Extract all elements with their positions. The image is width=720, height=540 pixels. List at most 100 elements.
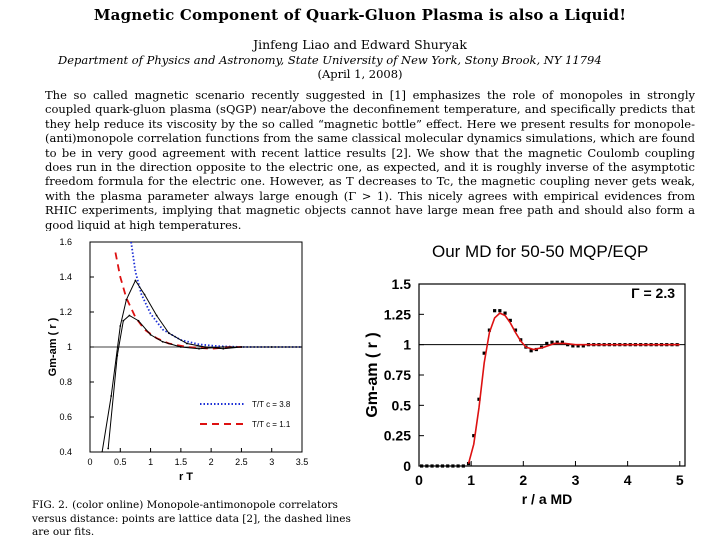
right-data-point [560,340,565,344]
left-x-tick-label: 1.5 [175,457,188,467]
right-data-point [545,341,549,346]
right-x-tick-label: 0 [415,472,423,488]
right-data-point [529,349,533,353]
right-y-axis-label: Gm-am ( r ) [364,332,381,417]
paper-title: Magnetic Component of Quark-Gluon Plasma… [93,6,627,24]
right-x-tick-label: 3 [572,472,580,488]
right-data-point [566,343,570,347]
right-x-tick-label: 1 [467,472,475,488]
left-series-group [101,242,302,452]
right-data-point [446,464,450,468]
left-data-point [134,279,137,282]
left-data-point [101,451,104,452]
right-y-tick-label: 0.25 [384,428,411,444]
left-data-point [198,347,200,350]
right-data-point [461,464,465,468]
right-data-point [550,340,554,344]
right-y-tick-label: 1 [403,337,411,353]
paper-authors: Jinfeng Liao and Edward Shuryak [253,37,467,52]
right-data-point [435,464,439,468]
left-x-tick-label: 3.5 [296,457,309,467]
right-y-tick-label: 1.25 [384,306,411,322]
left-data-point [125,298,128,301]
right-data-point [456,464,460,468]
left-series-line-0 [130,242,302,348]
left-data-point [179,346,182,348]
left-data-point [270,346,273,348]
right-x-axis-label: r / a MD [522,491,573,507]
right-data-point [451,464,455,468]
md-correlator-figure: 0 1 2 3 4 5 0 0.25 0.5 0.75 1 1.25 1.5 r / a MD Gm-am … [364,276,686,507]
figure-caption-label: FIG. 2. [32,499,69,511]
left-data-point [222,347,225,350]
right-fit-line [467,312,680,464]
left-data-point [186,342,188,345]
right-annotation: Γ = 2.3 [631,285,675,301]
left-y-tick-label: 1.2 [59,307,72,317]
left-x-tick-label: 1 [148,457,153,467]
right-y-tick-label: 0 [403,458,411,474]
right-data-point [487,328,492,332]
left-y-tick-label: 1.4 [59,272,72,282]
right-data-point [498,309,502,313]
left-y-tick-label: 1 [67,342,72,352]
left-legend-label-0: T/T c = 3.8 [252,400,291,409]
left-x-tick-label: 0 [87,457,92,467]
left-data-point [116,354,119,357]
left-data-point [149,333,152,336]
paper-abstract: The so called magnetic scenario recently… [45,88,695,231]
figure-caption-text: (color online) Monopole-antimonopole cor… [32,499,351,538]
right-y-tick-label: 0.75 [384,367,411,383]
right-data-point [571,344,575,348]
left-data-point [161,340,164,343]
right-data-point [581,344,585,348]
right-data-point [493,309,497,313]
figure-caption: FIG. 2. (color online) Monopole-antimonop… [32,499,352,540]
left-data-point [122,319,125,322]
right-y-tick-label: 1.5 [392,276,412,292]
left-y-tick-label: 0.4 [59,447,72,457]
right-y-tick-label: 0.5 [392,397,412,413]
lattice-correlator-figure: 0 0.5 1 1.5 2 2.5 3 3.5 0.4 0.6 0.8 1 1.2 1.4 1.6 r T Gm… [47,237,309,483]
right-data-point [425,464,429,468]
left-x-tick-label: 0.5 [114,457,127,467]
md-figure-title: Our MD for 50-50 MQP/EQP [432,242,649,261]
left-data-point [107,447,110,450]
right-data-point [440,464,445,468]
left-data-point [128,314,131,317]
left-data-point [222,346,225,348]
left-data-point [143,293,146,296]
left-data-point [240,346,243,348]
right-data-point [472,434,476,438]
left-data-point [110,395,113,397]
right-data-point [430,464,434,468]
right-plot-frame [418,283,686,467]
right-data-point [513,328,518,332]
left-y-axis-label: Gm-am ( r ) [47,317,59,376]
left-x-tick-label: 3 [269,457,274,467]
right-data-point [482,351,486,355]
left-series-line-3 [107,314,242,449]
right-data-point [466,461,471,466]
paper-date: (April 1, 2008) [317,67,403,81]
right-data-point [555,340,559,344]
left-y-tick-label: 1.6 [59,237,72,247]
left-y-tick-label: 0.8 [59,377,72,387]
left-x-tick-label: 2 [209,457,214,467]
left-y-tick-label: 0.6 [59,412,72,422]
right-data-point [477,397,481,401]
right-data-point [420,464,424,468]
right-data-point [508,318,512,322]
left-data-point [167,332,170,334]
right-x-tick-label: 5 [676,472,684,488]
right-x-tick-label: 4 [624,472,632,488]
right-data-point [576,344,580,348]
left-data-point [155,314,158,317]
left-legend-label-1: T/T c = 1.1 [252,420,291,429]
left-data-point [119,325,122,327]
right-data-point [503,311,507,315]
paper-affiliation: Department of Physics and Astronomy, Sta… [58,53,602,67]
left-data-point [137,319,140,322]
left-data-point [204,346,206,348]
left-data-point [301,346,302,348]
